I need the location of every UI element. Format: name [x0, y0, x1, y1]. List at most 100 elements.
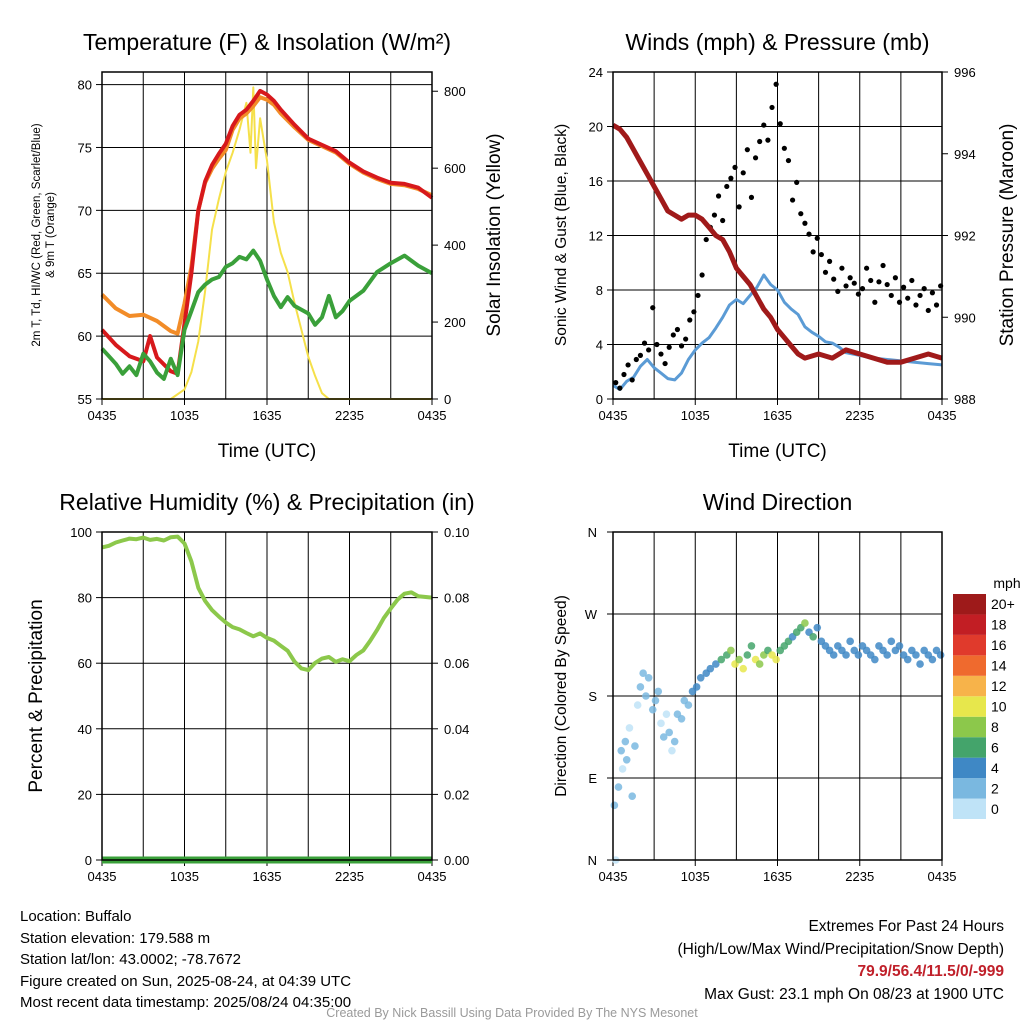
gust-point — [765, 137, 771, 143]
gust-point — [646, 347, 652, 353]
y-tick-label: W — [585, 607, 598, 622]
gust-point — [872, 299, 878, 305]
gust-point — [917, 292, 923, 299]
gust-point — [892, 275, 898, 281]
y-axis-label: Sonic Wind & Gust (Blue, Black) — [553, 124, 570, 346]
gust-point — [658, 351, 664, 357]
gust-point — [670, 332, 676, 338]
x-tick-label: 2235 — [845, 869, 874, 884]
direction-point — [813, 623, 822, 632]
y-right-tick-label: 0.02 — [444, 787, 469, 802]
gust-point — [666, 344, 672, 350]
gust-point — [641, 340, 648, 346]
gust-point — [925, 307, 931, 314]
y-tick-label: E — [588, 771, 597, 786]
direction-point — [633, 701, 642, 709]
direction-point — [617, 746, 626, 755]
direction-point — [846, 637, 854, 646]
x-tick-label: 0435 — [418, 869, 447, 884]
direction-point — [747, 642, 756, 650]
direction-point — [854, 651, 863, 659]
wind-direction-panel: 0435 1035 1635 2235 0435 Wind Direction N E S W N D… — [553, 489, 1021, 884]
x-axis-label: Time (UTC) — [728, 441, 827, 462]
gust-point — [637, 352, 644, 358]
gust-point — [773, 81, 779, 87]
gust-point — [843, 283, 849, 289]
y-tick-label: N — [588, 853, 597, 868]
direction-point — [659, 733, 668, 741]
gust-point — [831, 276, 837, 282]
gust-point — [855, 291, 861, 297]
colorbar-label: 10 — [991, 699, 1007, 715]
gust-point — [621, 371, 627, 378]
gust-point — [699, 272, 705, 278]
direction-point — [871, 655, 879, 664]
y-tick-label: N — [588, 525, 597, 540]
y-right-axis-label: Solar Insolation (Yellow) — [484, 133, 505, 336]
temperature-panel: 0435 1035 1635 2235 0435 Temperature (F) & In… — [31, 29, 505, 462]
x-tick-label: 2235 — [845, 408, 874, 423]
gust-point — [864, 265, 870, 271]
gust-point — [794, 179, 800, 185]
x-axis-label: Time (UTC) — [218, 441, 317, 462]
y-right-tick-label: 200 — [444, 315, 466, 330]
direction-point — [668, 746, 676, 755]
gust-point — [806, 231, 812, 237]
gust-point — [724, 183, 730, 190]
plot-border — [612, 531, 943, 861]
direction-point — [684, 701, 693, 709]
gust-point — [678, 343, 685, 349]
gust-point — [757, 138, 763, 145]
gust-point — [884, 281, 890, 288]
plot-border — [101, 531, 433, 861]
gust-point — [888, 292, 894, 299]
direction-point — [642, 692, 650, 700]
gust-point — [654, 341, 660, 348]
y-tick-label: 60 — [78, 329, 92, 344]
direction-point — [801, 619, 809, 627]
credit-text: Created By Nick Bassill Using Data Provi… — [326, 1006, 698, 1020]
gust-point — [798, 211, 804, 217]
y-tick-label: 70 — [78, 203, 92, 218]
gust-point — [880, 262, 886, 269]
gust-point — [896, 299, 903, 305]
direction-point — [636, 683, 645, 691]
colorbar-swatch — [953, 594, 986, 615]
direction-point — [903, 655, 912, 664]
gust-point — [720, 217, 726, 224]
gust-point — [835, 288, 841, 294]
elevation-text: Station elevation: 179.588 m — [20, 929, 211, 947]
gust-point — [695, 292, 701, 299]
direction-point — [739, 664, 748, 673]
colorbar-swatch — [953, 737, 986, 758]
direction-point — [743, 651, 752, 659]
direction-point — [657, 719, 665, 728]
direction-point — [842, 651, 850, 659]
panel-title: Wind Direction — [703, 489, 853, 515]
created-text: Figure created on Sun, 2025-08-24, at 04… — [20, 972, 352, 990]
y-right-tick-label: 600 — [444, 161, 466, 176]
y-tick-label: 55 — [78, 392, 92, 407]
colorbar-label: 14 — [991, 658, 1007, 674]
gust-point — [728, 175, 734, 181]
gust-point — [617, 385, 623, 391]
y-axis-label: Percent & Precipitation — [26, 599, 47, 792]
gust-point — [752, 155, 759, 161]
direction-point — [651, 696, 660, 705]
direction-point — [631, 742, 639, 750]
colorbar-label: 6 — [991, 739, 999, 755]
gust-point — [761, 122, 767, 128]
gust-point — [810, 249, 816, 255]
extremes-legend: (High/Low/Max Wind/Precipitation/Snow De… — [677, 940, 1005, 958]
direction-point — [662, 710, 671, 719]
gust-point — [909, 277, 915, 284]
colorbar-swatch — [953, 778, 986, 799]
y-right-tick-label: 990 — [954, 310, 976, 325]
direction-point — [622, 755, 631, 764]
series-line-pressure — [611, 122, 943, 365]
y-tick-label: 4 — [596, 338, 603, 353]
y-right-tick-label: 0 — [444, 392, 451, 407]
gust-point — [687, 317, 693, 323]
y-right-tick-label: 400 — [444, 238, 466, 253]
gust-point — [789, 197, 796, 203]
